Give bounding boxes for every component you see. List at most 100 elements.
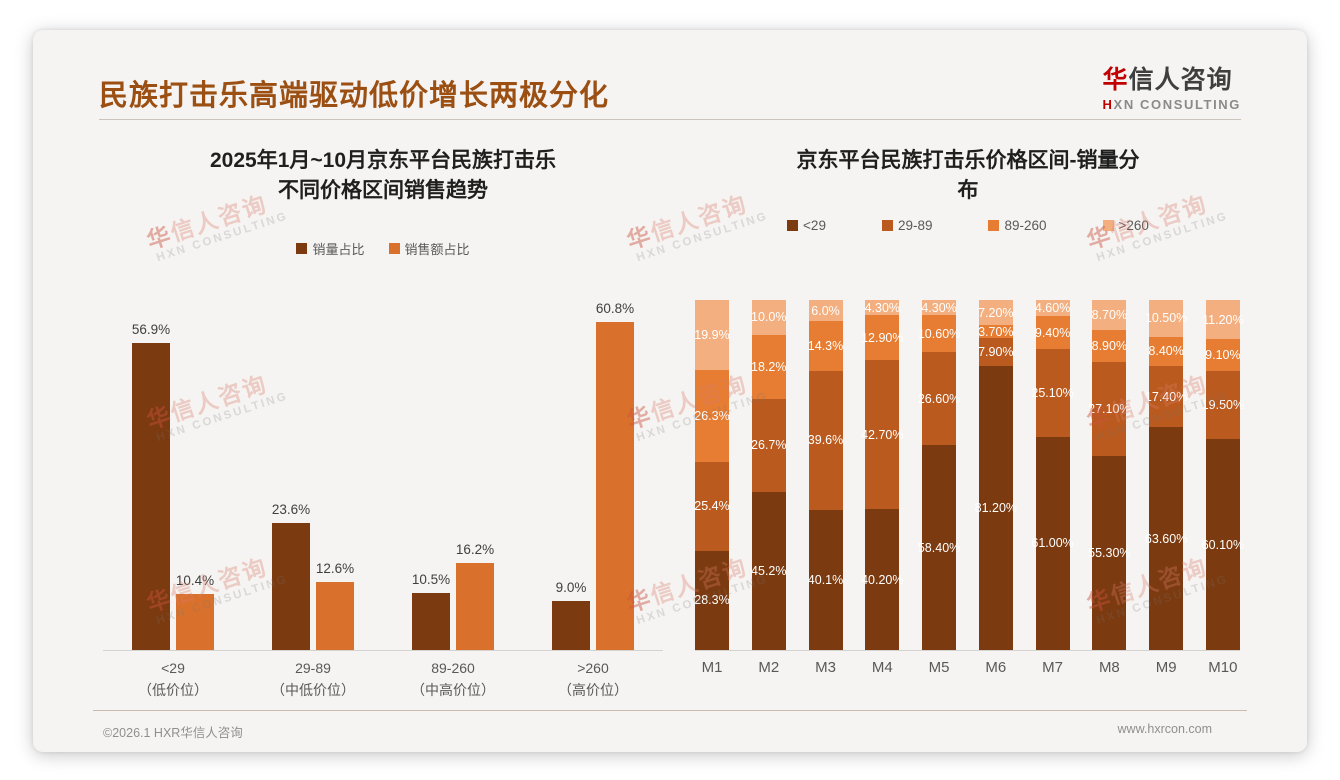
- legend-item: 销售额占比: [388, 239, 470, 258]
- stacked-segment: 3.70%: [978, 325, 1013, 339]
- stacked-bar: 4.30% 10.60% 26.60% 58.40%: [918, 300, 960, 650]
- legend-label: 29-89: [897, 218, 933, 233]
- legend-swatch-icon: [988, 220, 1000, 231]
- stacked-segment: 18.2%: [751, 334, 787, 399]
- legend-item: 销量占比: [296, 239, 365, 258]
- segment-value-label: 19.50%: [1201, 398, 1245, 413]
- segment-value-label: 26.60%: [917, 391, 961, 406]
- bar: 9.0%: [552, 580, 590, 650]
- segment-value-label: 10.60%: [917, 326, 961, 341]
- bar-group: 9.0% 60.8%: [523, 290, 663, 650]
- bar: 10.5%: [412, 572, 450, 650]
- x-axis-category-tier: （高价位）: [558, 681, 628, 698]
- stacked-segment: 6.0%: [808, 300, 843, 321]
- legend-label: 销售额占比: [404, 242, 470, 257]
- stacked-segment: 28.3%: [694, 550, 730, 650]
- stacked-segment: 19.9%: [694, 300, 730, 370]
- stacked-segment: 7.90%: [978, 338, 1014, 366]
- stacked-segment: 55.30%: [1088, 456, 1131, 650]
- bar: 12.6%: [316, 561, 354, 650]
- right-chart-title: 京东平台民族打击乐价格区间-销量分 布: [683, 146, 1253, 207]
- segment-value-label: 4.30%: [921, 300, 957, 315]
- left-chart-title-line2: 不同价格区间销售趋势: [278, 179, 488, 203]
- stacked-segment: 25.4%: [694, 461, 730, 551]
- stacked-bar: 11.20% 9.10% 19.50% 60.10%: [1202, 300, 1244, 650]
- x-axis-category-range: <29: [161, 660, 185, 676]
- stacked-segment: 27.10%: [1088, 361, 1131, 457]
- bar-value-label: 56.9%: [131, 322, 171, 337]
- x-axis-month-label: M2: [758, 659, 780, 676]
- stacked-segment: 81.20%: [975, 365, 1017, 650]
- bar-value-label: 23.6%: [271, 502, 311, 517]
- segment-value-label: 55.30%: [1088, 546, 1131, 561]
- stacked-bar: 4.60% 9.40% 25.10% 61.00%: [1031, 300, 1074, 650]
- legend-label: 销量占比: [312, 242, 365, 257]
- right-chart-title-line1: 京东平台民族打击乐价格区间-销量分: [796, 149, 1140, 172]
- segment-value-label: 6.0%: [811, 303, 840, 318]
- logo-cn-text: 华信人咨询: [1103, 60, 1241, 96]
- segment-value-label: 27.10%: [1088, 402, 1131, 416]
- segment-value-label: 25.10%: [1031, 385, 1074, 400]
- stacked-segment: 19.50%: [1202, 371, 1244, 440]
- legend-item: 29-89: [881, 218, 933, 233]
- segment-value-label: 14.3%: [807, 339, 844, 354]
- stacked-bar: 6.0% 14.3% 39.6% 40.1%: [807, 300, 844, 650]
- segment-value-label: 81.20%: [974, 500, 1018, 515]
- segment-value-label: 8.40%: [1148, 344, 1184, 359]
- stacked-segment: 10.60%: [918, 315, 960, 353]
- stacked-segment: 11.20%: [1202, 300, 1244, 340]
- left-plot: 56.9% 10.4% 23.6% 12.6% 10.5% 16.2% 9.0% 60.8%: [103, 290, 663, 651]
- x-axis-month-label: M3: [815, 659, 836, 676]
- segment-value-label: 7.90%: [978, 344, 1014, 359]
- legend-swatch-icon: [1102, 220, 1114, 231]
- segment-value-label: 26.7%: [751, 438, 787, 453]
- stacked-bar: 19.9% 26.3% 25.4% 28.3%: [694, 300, 730, 650]
- stacked-segment: 7.20%: [978, 300, 1014, 326]
- bar-value-label: 10.5%: [411, 572, 451, 587]
- stacked-segment: 26.60%: [918, 352, 960, 446]
- stacked-bar: 4.30% 12.90% 42.70% 40.20%: [861, 300, 904, 650]
- segment-value-label: 26.3%: [694, 408, 730, 423]
- stacked-segment: 12.90%: [861, 315, 904, 361]
- stacked-segment: 26.3%: [694, 369, 730, 462]
- segment-value-label: 9.10%: [1205, 348, 1241, 363]
- x-axis-category-tier: （中低价位）: [271, 681, 355, 698]
- segment-value-label: 18.2%: [751, 359, 787, 374]
- legend-label: <29: [803, 218, 826, 233]
- segment-value-label: 39.6%: [807, 433, 844, 448]
- stacked-segment: 25.10%: [1031, 348, 1074, 437]
- bar-value-label: 16.2%: [455, 542, 495, 557]
- segment-value-label: 19.9%: [694, 327, 730, 342]
- legend-swatch-icon: [787, 220, 799, 231]
- x-axis-category: <29 （低价位）: [103, 658, 243, 701]
- segment-value-label: 28.3%: [694, 593, 730, 608]
- stacked-segment: 9.10%: [1205, 339, 1241, 372]
- left-x-axis-labels: <29 （低价位） 29-89 （中低价位） 89-260 （中高价位） >260 （高价位）: [103, 658, 663, 701]
- stacked-bar: 8.70% 8.90% 27.10% 55.30%: [1088, 300, 1131, 650]
- x-axis-category-range: 89-260: [431, 660, 475, 676]
- legend-swatch-icon: [881, 220, 893, 231]
- stacked-segment: 8.70%: [1092, 300, 1127, 331]
- stacked-segment: 61.00%: [1031, 436, 1074, 650]
- segment-value-label: 9.40%: [1034, 325, 1071, 340]
- stacked-bar: 10.50% 8.40% 17.40% 63.60%: [1145, 300, 1187, 650]
- x-axis-month-label: M5: [928, 659, 950, 676]
- segment-value-label: 10.50%: [1144, 311, 1188, 326]
- stacked-segment: 42.70%: [861, 360, 904, 510]
- stacked-segment: 8.90%: [1092, 330, 1127, 362]
- x-axis-category-tier: （中高价位）: [411, 681, 495, 698]
- x-axis-category-range: >260: [577, 660, 609, 676]
- stacked-segment: 45.2%: [751, 491, 787, 650]
- x-axis-month-label: M1: [701, 659, 723, 676]
- stacked-segment: 58.40%: [918, 445, 960, 650]
- stacked-bar: 7.20% 3.70% 7.90% 81.20%: [975, 300, 1017, 650]
- right-plot: 19.9% 26.3% 25.4% 28.3% 10.0% 18.2% 26.7% 45.2%…: [694, 300, 1244, 651]
- logo-cn-first: 华: [1102, 66, 1129, 94]
- logo-en-rest: XN CONSULTING: [1113, 97, 1241, 112]
- segment-value-label: 4.30%: [864, 300, 901, 315]
- slide: 民族打击乐高端驱动低价增长两极分化 华信人咨询 HXN CONSULTING 2…: [33, 30, 1307, 752]
- segment-value-label: 45.2%: [751, 563, 787, 578]
- logo-en-first: H: [1102, 97, 1114, 112]
- stacked-segment: 40.1%: [808, 509, 843, 650]
